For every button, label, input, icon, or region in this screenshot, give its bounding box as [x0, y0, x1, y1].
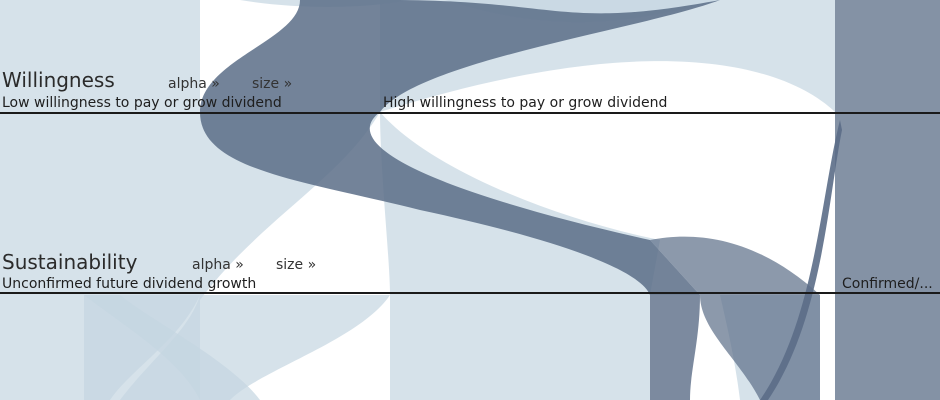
dimension-title-sustainability: Sustainability — [2, 250, 138, 274]
ribbon-right-drop[interactable] — [650, 236, 820, 400]
ribbon-center-bottom-light[interactable] — [390, 295, 650, 400]
ribbon-left-bottom-c[interactable] — [84, 295, 260, 400]
willingness-alpha-sort-link[interactable]: alpha » — [168, 76, 220, 92]
willingness-axis-line — [0, 112, 940, 114]
category-unconfirmed-growth[interactable]: Unconfirmed future dividend growth — [2, 276, 257, 292]
ribbon-right-column[interactable] — [835, 0, 940, 400]
ribbon-lower-dark[interactable] — [650, 295, 700, 400]
sustainability-size-sort-link[interactable]: size » — [276, 257, 317, 273]
sustainability-axis-line — [0, 292, 940, 294]
category-confirmed[interactable]: Confirmed/... — [842, 276, 933, 292]
ribbon-main-s-curve[interactable] — [200, 0, 720, 295]
category-high-willingness[interactable]: High willingness to pay or grow dividend — [383, 95, 668, 111]
dimension-title-willingness: Willingness — [2, 68, 115, 92]
ribbon-left-bottom-a[interactable] — [84, 295, 200, 400]
sustainability-alpha-sort-link[interactable]: alpha » — [192, 257, 244, 273]
category-low-willingness[interactable]: Low willingness to pay or grow dividend — [2, 95, 282, 111]
willingness-size-sort-link[interactable]: size » — [252, 76, 293, 92]
